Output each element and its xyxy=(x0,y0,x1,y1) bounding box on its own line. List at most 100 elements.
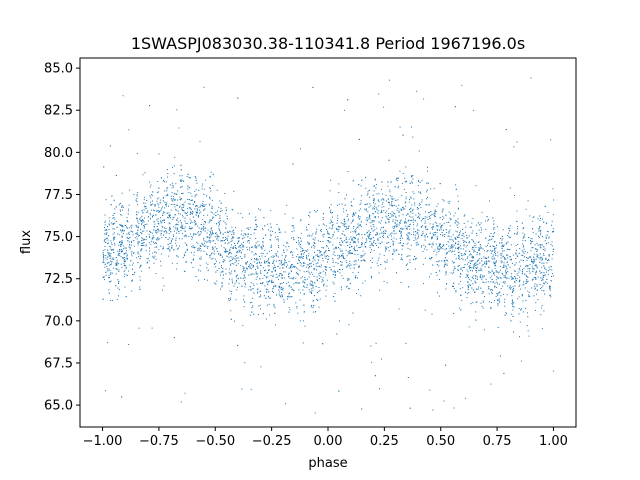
data-point xyxy=(309,284,311,286)
data-point xyxy=(176,223,178,225)
data-point xyxy=(281,294,283,296)
data-point xyxy=(503,257,505,258)
data-point xyxy=(194,190,196,192)
data-point xyxy=(421,235,423,236)
data-point xyxy=(459,276,461,278)
data-point xyxy=(446,222,448,224)
data-point xyxy=(490,306,492,308)
data-point xyxy=(418,191,419,193)
data-point xyxy=(226,238,228,240)
data-point xyxy=(313,305,315,307)
data-point xyxy=(399,242,401,244)
data-point xyxy=(231,290,233,292)
data-point xyxy=(114,242,115,244)
data-point xyxy=(143,198,145,200)
data-point xyxy=(347,218,349,220)
data-point xyxy=(191,252,192,254)
data-point xyxy=(499,266,501,267)
data-point xyxy=(434,221,436,223)
data-point xyxy=(246,268,248,269)
data-point xyxy=(516,231,518,233)
data-point xyxy=(208,187,210,189)
data-point xyxy=(490,249,492,251)
data-point xyxy=(342,223,344,224)
data-point xyxy=(119,209,121,211)
data-point xyxy=(497,294,499,296)
data-point xyxy=(210,240,212,242)
data-point xyxy=(288,296,290,298)
data-point xyxy=(469,250,471,252)
data-point xyxy=(325,295,327,297)
data-point xyxy=(389,216,391,218)
data-point xyxy=(460,268,462,270)
data-point xyxy=(220,274,221,276)
data-point xyxy=(277,266,279,267)
data-point xyxy=(264,260,266,262)
data-point xyxy=(358,215,359,217)
data-point xyxy=(470,280,472,282)
data-point xyxy=(253,292,255,294)
data-point xyxy=(222,268,224,270)
data-point xyxy=(343,220,345,222)
data-point xyxy=(277,240,279,242)
data-point xyxy=(476,268,478,270)
data-point xyxy=(105,254,107,256)
data-point xyxy=(455,188,457,190)
data-point xyxy=(343,234,345,236)
data-point xyxy=(489,289,491,291)
data-point xyxy=(468,241,470,243)
data-point xyxy=(500,288,502,289)
data-point xyxy=(383,206,385,208)
data-point xyxy=(438,248,440,250)
data-point xyxy=(201,188,203,190)
data-point xyxy=(532,247,534,248)
data-point xyxy=(476,254,478,256)
data-point xyxy=(266,304,268,306)
data-point xyxy=(229,231,231,233)
data-point xyxy=(239,237,241,239)
data-point xyxy=(330,179,332,181)
data-point xyxy=(341,275,343,277)
data-point xyxy=(359,216,361,218)
data-point xyxy=(407,255,409,257)
data-point xyxy=(453,240,454,242)
data-point xyxy=(379,388,380,390)
data-point xyxy=(418,179,420,181)
data-point xyxy=(275,277,277,279)
data-point xyxy=(434,216,436,218)
data-point xyxy=(309,273,311,275)
data-point xyxy=(170,209,172,211)
data-point xyxy=(236,252,238,254)
data-point xyxy=(369,234,371,235)
data-point xyxy=(443,266,445,268)
data-point xyxy=(485,237,487,239)
data-point xyxy=(110,273,112,275)
data-point xyxy=(281,263,283,265)
data-point xyxy=(512,309,514,311)
data-point xyxy=(490,383,492,385)
data-point xyxy=(367,235,369,237)
data-point xyxy=(204,221,206,223)
data-point xyxy=(247,236,249,238)
data-point xyxy=(336,229,338,231)
data-point xyxy=(466,297,468,299)
data-point xyxy=(432,226,434,228)
data-point xyxy=(526,271,528,273)
data-point xyxy=(184,392,186,394)
data-point xyxy=(494,247,496,249)
data-point xyxy=(330,237,332,239)
data-point xyxy=(243,295,245,297)
data-point xyxy=(413,198,415,200)
data-point xyxy=(418,235,419,237)
data-point xyxy=(392,253,394,255)
data-point xyxy=(231,247,233,249)
data-point xyxy=(325,272,327,274)
data-point xyxy=(158,238,160,240)
data-point xyxy=(241,244,243,246)
data-point xyxy=(466,258,468,260)
data-point xyxy=(376,232,378,234)
data-point xyxy=(339,272,341,274)
data-point xyxy=(157,218,159,220)
data-point xyxy=(190,192,192,194)
data-point xyxy=(346,226,348,228)
